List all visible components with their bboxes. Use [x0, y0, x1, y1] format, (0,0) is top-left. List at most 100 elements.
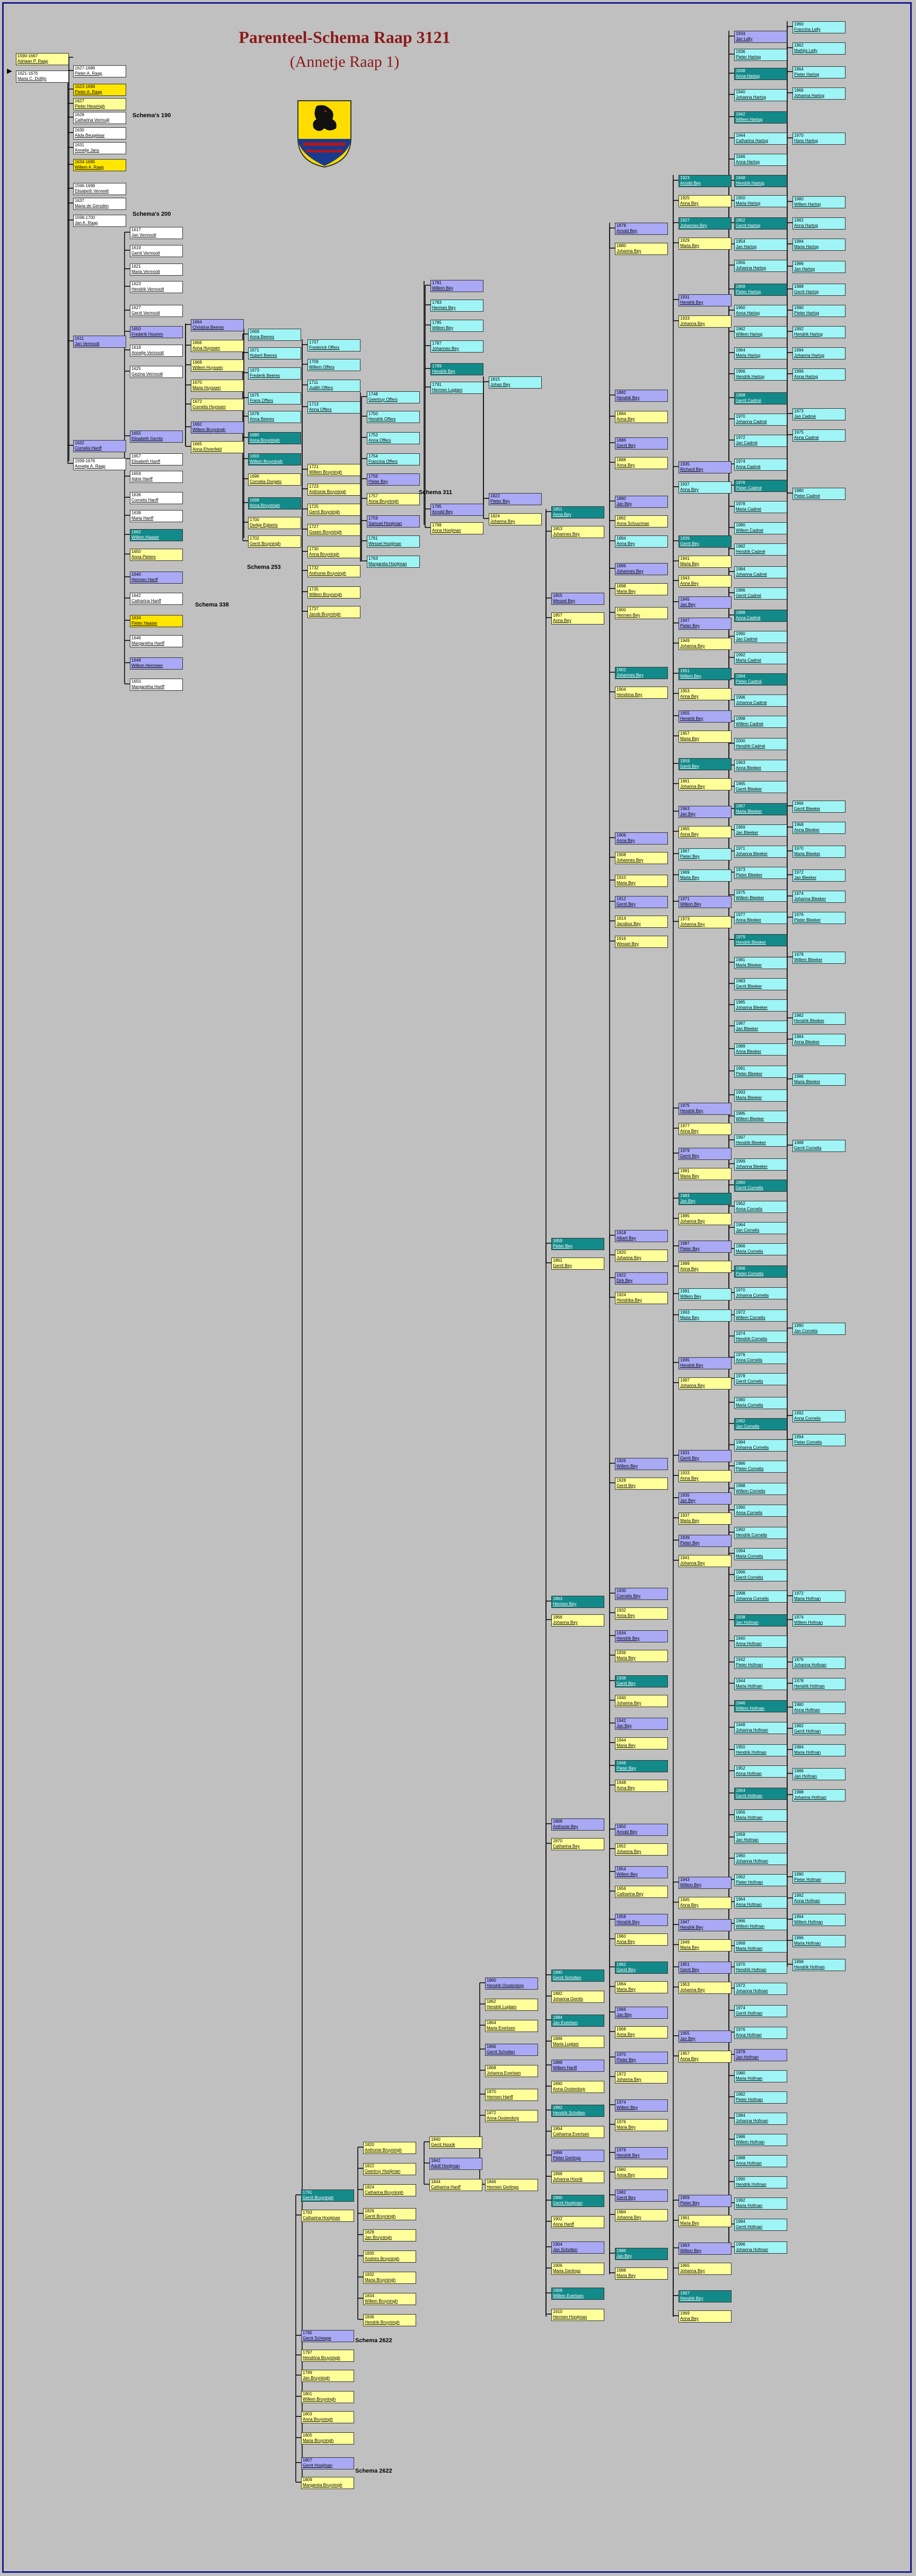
- person-box[interactable]: 1955 Jan Bey: [679, 2030, 732, 2043]
- person-box[interactable]: 1935 Jan Bey: [679, 1492, 732, 1505]
- person-box[interactable]: 1797 Hendrina Bruyningh: [301, 2350, 354, 2362]
- person-box[interactable]: 1978 Willem Bleeker: [792, 952, 845, 964]
- person-box[interactable]: 1963 Jan Bey: [679, 806, 732, 818]
- person-box[interactable]: 1888 Anna Bey: [615, 457, 668, 469]
- person-box[interactable]: 1986 Pieter Cornelis: [734, 1461, 787, 1473]
- person-box[interactable]: 1976 Anna Hofman: [734, 2027, 787, 2039]
- person-box[interactable]: 1997 Johanna Bey: [679, 1377, 732, 1390]
- person-box[interactable]: 1702 Gerrit Bruyningh: [248, 535, 301, 548]
- person-box[interactable]: 1960 Anna Hartog: [734, 305, 787, 317]
- person-box[interactable]: 1930 Cornelis Bey: [615, 1588, 668, 1600]
- person-box[interactable]: 1988 Gerrit Cornelis: [792, 1140, 845, 1152]
- person-box[interactable]: 1918 Albert Bey: [615, 1230, 668, 1242]
- person-box[interactable]: 1958 Jan Hofman: [734, 1832, 787, 1844]
- person-box[interactable]: 1995 Hendrik Bey: [679, 1357, 732, 1369]
- person-box[interactable]: 1989 Anna Bleeker: [734, 1043, 787, 1056]
- person-box[interactable]: 1951 Willem Bey: [679, 668, 732, 680]
- person-box[interactable]: 1953 Johanna Bey: [679, 1982, 732, 1994]
- person-box[interactable]: 1857 Anna Bey: [551, 612, 604, 625]
- person-box[interactable]: 1970 Pieter Bey: [615, 2052, 668, 2064]
- person-box[interactable]: 1998 Johanna Cornelis: [734, 1590, 787, 1603]
- person-box[interactable]: 1966 Maria Cornelis: [734, 1243, 787, 1255]
- person-box[interactable]: 1974 Gerrit Hofman: [734, 2005, 787, 2017]
- person-box[interactable]: 1650 Anna Pieters: [130, 549, 183, 561]
- person-box[interactable]: 1900 Gerrit Hooijman: [551, 2195, 604, 2207]
- person-box[interactable]: 1962 Willem Hartog: [734, 326, 787, 338]
- person-box[interactable]: 1763 Margareta Hooijman: [367, 556, 420, 568]
- person-box[interactable]: 1970 Johanna Cornelis: [734, 1287, 787, 1299]
- person-box[interactable]: 1990 Hendrik Hofman: [734, 2176, 787, 2188]
- person-box[interactable]: 1993 Maria Bey: [679, 1309, 732, 1322]
- person-box[interactable]: 1955 Hendrik Bey: [679, 710, 732, 723]
- person-box[interactable]: 1630 Alida Beugelaar: [73, 127, 126, 139]
- person-box[interactable]: 1914 Jacobus Bey: [615, 916, 668, 928]
- person-box[interactable]: 1954 Willem Bey: [615, 1866, 668, 1878]
- person-box[interactable]: 1882 Johanna Gerrits: [551, 1991, 604, 2003]
- person-box[interactable]: 1925 Anna Bey: [679, 195, 732, 207]
- person-box[interactable]: 1748 Geertruy Offers: [367, 391, 420, 403]
- person-box[interactable]: 1756 Pieter Bey: [367, 473, 420, 486]
- person-box[interactable]: 1598-1700 Jan A. Raap: [73, 215, 126, 227]
- person-box[interactable]: 1996 Gerrit Cornelis: [734, 1569, 787, 1581]
- person-box[interactable]: 1982 Pieter Hofman: [734, 2091, 787, 2104]
- person-box[interactable]: 1908 Willem Evertsen: [551, 2288, 604, 2300]
- person-box[interactable]: 1675 Frans Offers: [248, 392, 301, 405]
- person-box[interactable]: 1599-1676 Annetje A. Raap: [73, 458, 126, 470]
- person-box[interactable]: 1732 Anthonie Bruyningh: [307, 565, 360, 577]
- person-box[interactable]: 1978 Hendrik Hofman: [792, 1678, 845, 1690]
- person-box[interactable]: 1709 Willem Offers: [307, 359, 360, 371]
- person-box[interactable]: 1996 Johanna Cadmé: [734, 694, 787, 707]
- person-box[interactable]: 1990 Pieter Hofman: [792, 1871, 845, 1884]
- person-box[interactable]: 1978 Jan Hofman: [734, 2049, 787, 2061]
- person-box[interactable]: 1642 Catharina Hanff: [130, 593, 183, 605]
- person-box[interactable]: 1962 Pieter Hofman: [734, 1874, 787, 1886]
- person-box[interactable]: 1659 Adrie Hanff: [130, 471, 183, 483]
- person-box[interactable]: 1986 Gerrit Cadmé: [734, 587, 787, 600]
- person-box[interactable]: 1896 Johannes Bey: [615, 563, 668, 575]
- person-box[interactable]: 1868 Anthonie Bey: [551, 1818, 604, 1831]
- person-box[interactable]: 1965 Gerrit Bleeker: [734, 781, 787, 793]
- person-box[interactable]: 1617 Jan Vermoolt: [130, 227, 183, 239]
- person-box[interactable]: 1990 Pieter Hartog: [792, 305, 845, 317]
- person-box[interactable]: 1968 Anna Bleeker: [792, 822, 845, 834]
- person-box[interactable]: 1809 Margareta Bruyningh: [301, 2477, 354, 2489]
- person-box[interactable]: 1904 Jan Scholten: [551, 2241, 604, 2254]
- person-box[interactable]: 1947 Pieter Bey: [679, 618, 732, 630]
- person-box[interactable]: 1898 Maria Bey: [615, 583, 668, 595]
- person-box[interactable]: 1666 Anna Huyssen: [191, 340, 244, 352]
- person-box[interactable]: 1966 Hendrik Hartog: [734, 368, 787, 381]
- person-box[interactable]: 1934 Hendrik Bey: [615, 1630, 668, 1642]
- person-box[interactable]: 1634-1695 Willem A. Raap: [73, 159, 126, 171]
- person-box[interactable]: 1783 Hermen Bey: [430, 300, 483, 312]
- person-box[interactable]: 1803 Anna Bruyningh: [301, 2411, 354, 2423]
- person-box[interactable]: 1972 Johanna Hofman: [734, 1983, 787, 1995]
- person-box[interactable]: 1824 Johanna Bey: [489, 513, 542, 525]
- person-box[interactable]: 1984 Maria Hofman: [792, 1744, 845, 1756]
- person-box[interactable]: 1968 Pieter Cornelis: [734, 1265, 787, 1278]
- person-box[interactable]: 1974 Willem Hofman: [792, 1614, 845, 1627]
- person-box[interactable]: 1693 Willem Bruyningh: [248, 453, 301, 465]
- person-box[interactable]: 1966 Jan Bey: [615, 2007, 668, 2019]
- person-box[interactable]: 1828 Jan Bruyningh: [363, 2229, 416, 2241]
- person-box[interactable]: 1851 Anna Bey: [551, 506, 604, 518]
- person-box[interactable]: 1664 Christina Beeres: [191, 319, 244, 331]
- person-box[interactable]: 1992 Hendrik Cornelis: [734, 1527, 787, 1539]
- person-box[interactable]: 1961 Johanna Bey: [679, 778, 732, 790]
- person-box[interactable]: 1894 Catharina Evertsen: [551, 2126, 604, 2138]
- person-box[interactable]: 1625 Gezina Vermoolt: [130, 366, 183, 378]
- person-box[interactable]: 1948 Anna Bey: [615, 1780, 668, 1792]
- person-box[interactable]: 1986 Jan Bey: [615, 2248, 668, 2260]
- person-box[interactable]: 1982 Hendrik Cadmé: [734, 543, 787, 556]
- person-box[interactable]: 1668 Willem Huyssen: [191, 359, 244, 372]
- person-box[interactable]: 1980 Anna Hofman: [792, 1702, 845, 1714]
- person-box[interactable]: 1987 Pieter Bey: [679, 1241, 732, 1253]
- person-box[interactable]: 1680 Anna Bruyningh: [248, 432, 301, 444]
- person-box[interactable]: 1824 Catharina Bruyningh: [363, 2184, 416, 2196]
- person-box[interactable]: 1976 Pieter Bleeker: [792, 912, 845, 924]
- person-box[interactable]: 1959 Gerrit Bey: [679, 758, 732, 770]
- person-box[interactable]: 1989 Anna Bey: [679, 1261, 732, 1273]
- person-box[interactable]: 1942 Jan Bey: [615, 1718, 668, 1730]
- person-box[interactable]: 1936 Pieter Hartog: [734, 49, 787, 61]
- person-box[interactable]: 1948 Hendrik Hartog: [734, 175, 787, 187]
- person-box[interactable]: 1945 Anna Bey: [679, 1897, 732, 1909]
